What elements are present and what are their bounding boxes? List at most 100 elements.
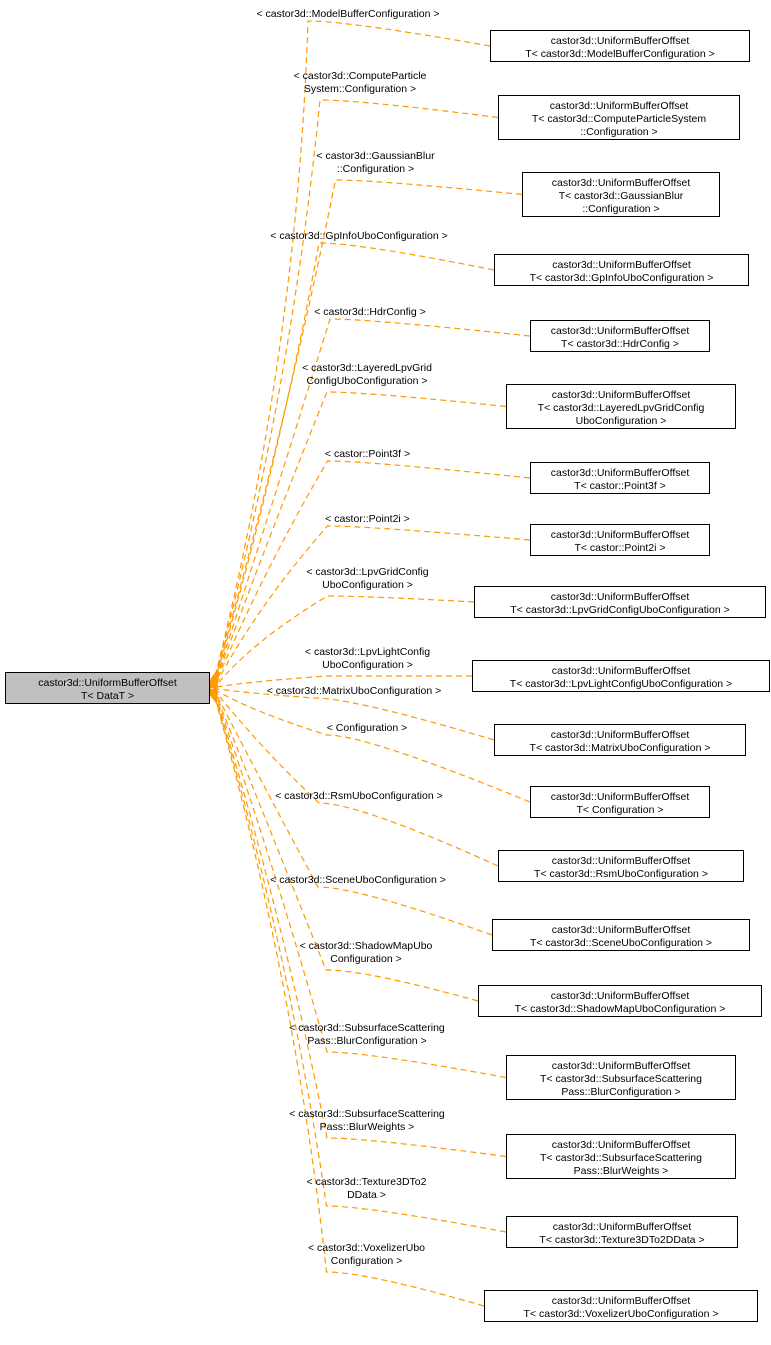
edge-label-15: < castor3d::SubsurfaceScatteringPass::Bl…	[254, 1022, 480, 1048]
edge-label-3: < castor3d::GpInfoUboConfiguration >	[234, 230, 484, 243]
node-text-line: castor3d::UniformBufferOffset	[551, 990, 690, 1002]
edge-18	[216, 702, 484, 1306]
edge-label-8: < castor3d::LpvGridConfigUboConfiguratio…	[275, 566, 460, 592]
label-text-line: System::Configuration >	[304, 83, 416, 95]
node-text-line: castor3d::UniformBufferOffset	[552, 924, 691, 936]
node-text-line: castor3d::UniformBufferOffset	[551, 325, 690, 337]
target-node-13[interactable]: castor3d::UniformBufferOffsetT< castor3d…	[492, 919, 750, 951]
node-text-line: T< castor3d::SceneUboConfiguration >	[530, 937, 712, 949]
target-node-0[interactable]: castor3d::UniformBufferOffsetT< castor3d…	[490, 30, 750, 62]
label-text-line: < castor3d::MatrixUboConfiguration >	[267, 685, 442, 697]
edge-6	[216, 461, 530, 682]
edge-17	[216, 700, 506, 1232]
node-text-line: Pass::BlurConfiguration >	[561, 1086, 680, 1098]
target-node-8[interactable]: castor3d::UniformBufferOffsetT< castor3d…	[474, 586, 766, 618]
edge-14	[216, 695, 478, 1001]
target-node-3[interactable]: castor3d::UniformBufferOffsetT< castor3d…	[494, 254, 749, 286]
target-node-18[interactable]: castor3d::UniformBufferOffsetT< castor3d…	[484, 1290, 758, 1322]
label-text-line: < castor3d::LpvLightConfig	[305, 646, 430, 658]
label-text-line: < Configuration >	[327, 722, 408, 734]
target-node-16[interactable]: castor3d::UniformBufferOffsetT< castor3d…	[506, 1134, 736, 1179]
node-text-line: UboConfiguration >	[576, 415, 667, 427]
edge-15	[216, 697, 506, 1078]
node-text-line: castor3d::UniformBufferOffset	[552, 1139, 691, 1151]
node-text-line: castor3d::UniformBufferOffset	[551, 791, 690, 803]
node-text-line: T< castor3d::Texture3DTo2DData >	[539, 1234, 704, 1246]
node-text-line: T< castor3d::LpvLightConfigUboConfigurat…	[510, 678, 732, 690]
node-text-line: ::Configuration >	[580, 126, 657, 138]
target-node-17[interactable]: castor3d::UniformBufferOffsetT< castor3d…	[506, 1216, 738, 1248]
label-text-line: < castor3d::LayeredLpvGrid	[302, 362, 432, 374]
target-node-10[interactable]: castor3d::UniformBufferOffsetT< castor3d…	[494, 724, 746, 756]
target-node-7[interactable]: castor3d::UniformBufferOffsetT< castor::…	[530, 524, 710, 556]
edge-12	[216, 692, 498, 866]
node-text-line: castor3d::UniformBufferOffset	[553, 1221, 692, 1233]
node-text-line: T< castor3d::VoxelizerUboConfiguration >	[524, 1308, 719, 1320]
label-text-line: ::Configuration >	[337, 163, 414, 175]
edge-label-5: < castor3d::LayeredLpvGridConfigUboConfi…	[272, 362, 462, 388]
label-text-line: Configuration >	[330, 953, 402, 965]
label-text-line: < castor3d::HdrConfig >	[314, 306, 425, 318]
edge-label-18: < castor3d::VoxelizerUboConfiguration >	[274, 1242, 459, 1268]
source-node[interactable]: castor3d::UniformBufferOffsetT< DataT >	[5, 672, 210, 704]
target-node-6[interactable]: castor3d::UniformBufferOffsetT< castor::…	[530, 462, 710, 494]
node-text-line: T< castor3d::ComputeParticleSystem	[532, 113, 706, 125]
node-text-line: T< castor3d::LayeredLpvGridConfig	[538, 402, 705, 414]
node-text-line: castor3d::UniformBufferOffset	[551, 529, 690, 541]
target-node-11[interactable]: castor3d::UniformBufferOffsetT< Configur…	[530, 786, 710, 818]
target-node-12[interactable]: castor3d::UniformBufferOffsetT< castor3d…	[498, 850, 744, 882]
edge-0	[216, 21, 490, 673]
node-text-line: T< castor3d::LpvGridConfigUboConfigurati…	[510, 604, 729, 616]
edge-3	[216, 243, 494, 678]
label-text-line: < castor3d::SubsurfaceScattering	[289, 1022, 445, 1034]
edge-10	[216, 689, 494, 740]
node-text-line: ::Configuration >	[582, 203, 659, 215]
node-text-line: T< castor3d::MatrixUboConfiguration >	[530, 742, 711, 754]
label-text-line: < castor3d::VoxelizerUbo	[308, 1242, 425, 1254]
node-text-line: T< castor3d::SubsurfaceScattering	[540, 1152, 702, 1164]
label-text-line: < castor3d::GpInfoUboConfiguration >	[270, 230, 447, 242]
target-node-5[interactable]: castor3d::UniformBufferOffsetT< castor3d…	[506, 384, 736, 429]
node-text-line: castor3d::UniformBufferOffset	[551, 591, 690, 603]
label-text-line: Pass::BlurConfiguration >	[307, 1035, 426, 1047]
node-text-line: T< castor3d::GaussianBlur	[559, 190, 684, 202]
edge-1	[216, 100, 498, 674]
label-text-line: < castor3d::LpvGridConfig	[306, 566, 428, 578]
node-text-line: castor3d::UniformBufferOffset	[552, 259, 691, 271]
label-text-line: < castor3d::ShadowMapUbo	[300, 940, 433, 952]
label-text-line: < castor3d::ModelBufferConfiguration >	[256, 8, 439, 20]
node-text-line: T< DataT >	[81, 690, 134, 702]
edge-label-1: < castor3d::ComputeParticleSystem::Confi…	[260, 70, 460, 96]
edge-label-12: < castor3d::RsmUboConfiguration >	[240, 790, 478, 803]
edge-11	[216, 690, 530, 802]
edge-label-0: < castor3d::ModelBufferConfiguration >	[218, 8, 478, 21]
label-text-line: < castor3d::RsmUboConfiguration >	[275, 790, 443, 802]
label-text-line: Pass::BlurWeights >	[320, 1121, 415, 1133]
node-text-line: castor3d::UniformBufferOffset	[552, 389, 691, 401]
node-text-line: T< Configuration >	[577, 804, 664, 816]
edge-8	[216, 596, 474, 686]
edge-label-17: < castor3d::Texture3DTo2DData >	[274, 1176, 459, 1202]
edge-label-9: < castor3d::LpvLightConfigUboConfigurati…	[275, 646, 460, 672]
edge-13	[216, 694, 492, 935]
node-text-line: T< castor3d::HdrConfig >	[561, 338, 679, 350]
node-text-line: T< castor3d::GpInfoUboConfiguration >	[530, 272, 714, 284]
label-text-line: ConfigUboConfiguration >	[306, 375, 427, 387]
node-text-line: T< castor3d::RsmUboConfiguration >	[534, 868, 708, 880]
target-node-9[interactable]: castor3d::UniformBufferOffsetT< castor3d…	[472, 660, 770, 692]
label-text-line: < castor::Point3f >	[325, 448, 410, 460]
edge-label-14: < castor3d::ShadowMapUboConfiguration >	[266, 940, 466, 966]
node-text-line: Pass::BlurWeights >	[574, 1165, 669, 1177]
target-node-2[interactable]: castor3d::UniformBufferOffsetT< castor3d…	[522, 172, 720, 217]
target-node-14[interactable]: castor3d::UniformBufferOffsetT< castor3d…	[478, 985, 762, 1017]
label-text-line: < castor3d::GaussianBlur	[316, 150, 434, 162]
target-node-1[interactable]: castor3d::UniformBufferOffsetT< castor3d…	[498, 95, 740, 140]
label-text-line: < castor3d::SubsurfaceScattering	[289, 1108, 445, 1120]
node-text-line: castor3d::UniformBufferOffset	[552, 1295, 691, 1307]
node-text-line: castor3d::UniformBufferOffset	[551, 729, 690, 741]
edge-label-13: < castor3d::SceneUboConfiguration >	[232, 874, 484, 887]
edge-label-10: < castor3d::MatrixUboConfiguration >	[232, 685, 476, 698]
target-node-15[interactable]: castor3d::UniformBufferOffsetT< castor3d…	[506, 1055, 736, 1100]
target-node-4[interactable]: castor3d::UniformBufferOffsetT< castor3d…	[530, 320, 710, 352]
node-text-line: castor3d::UniformBufferOffset	[552, 177, 691, 189]
